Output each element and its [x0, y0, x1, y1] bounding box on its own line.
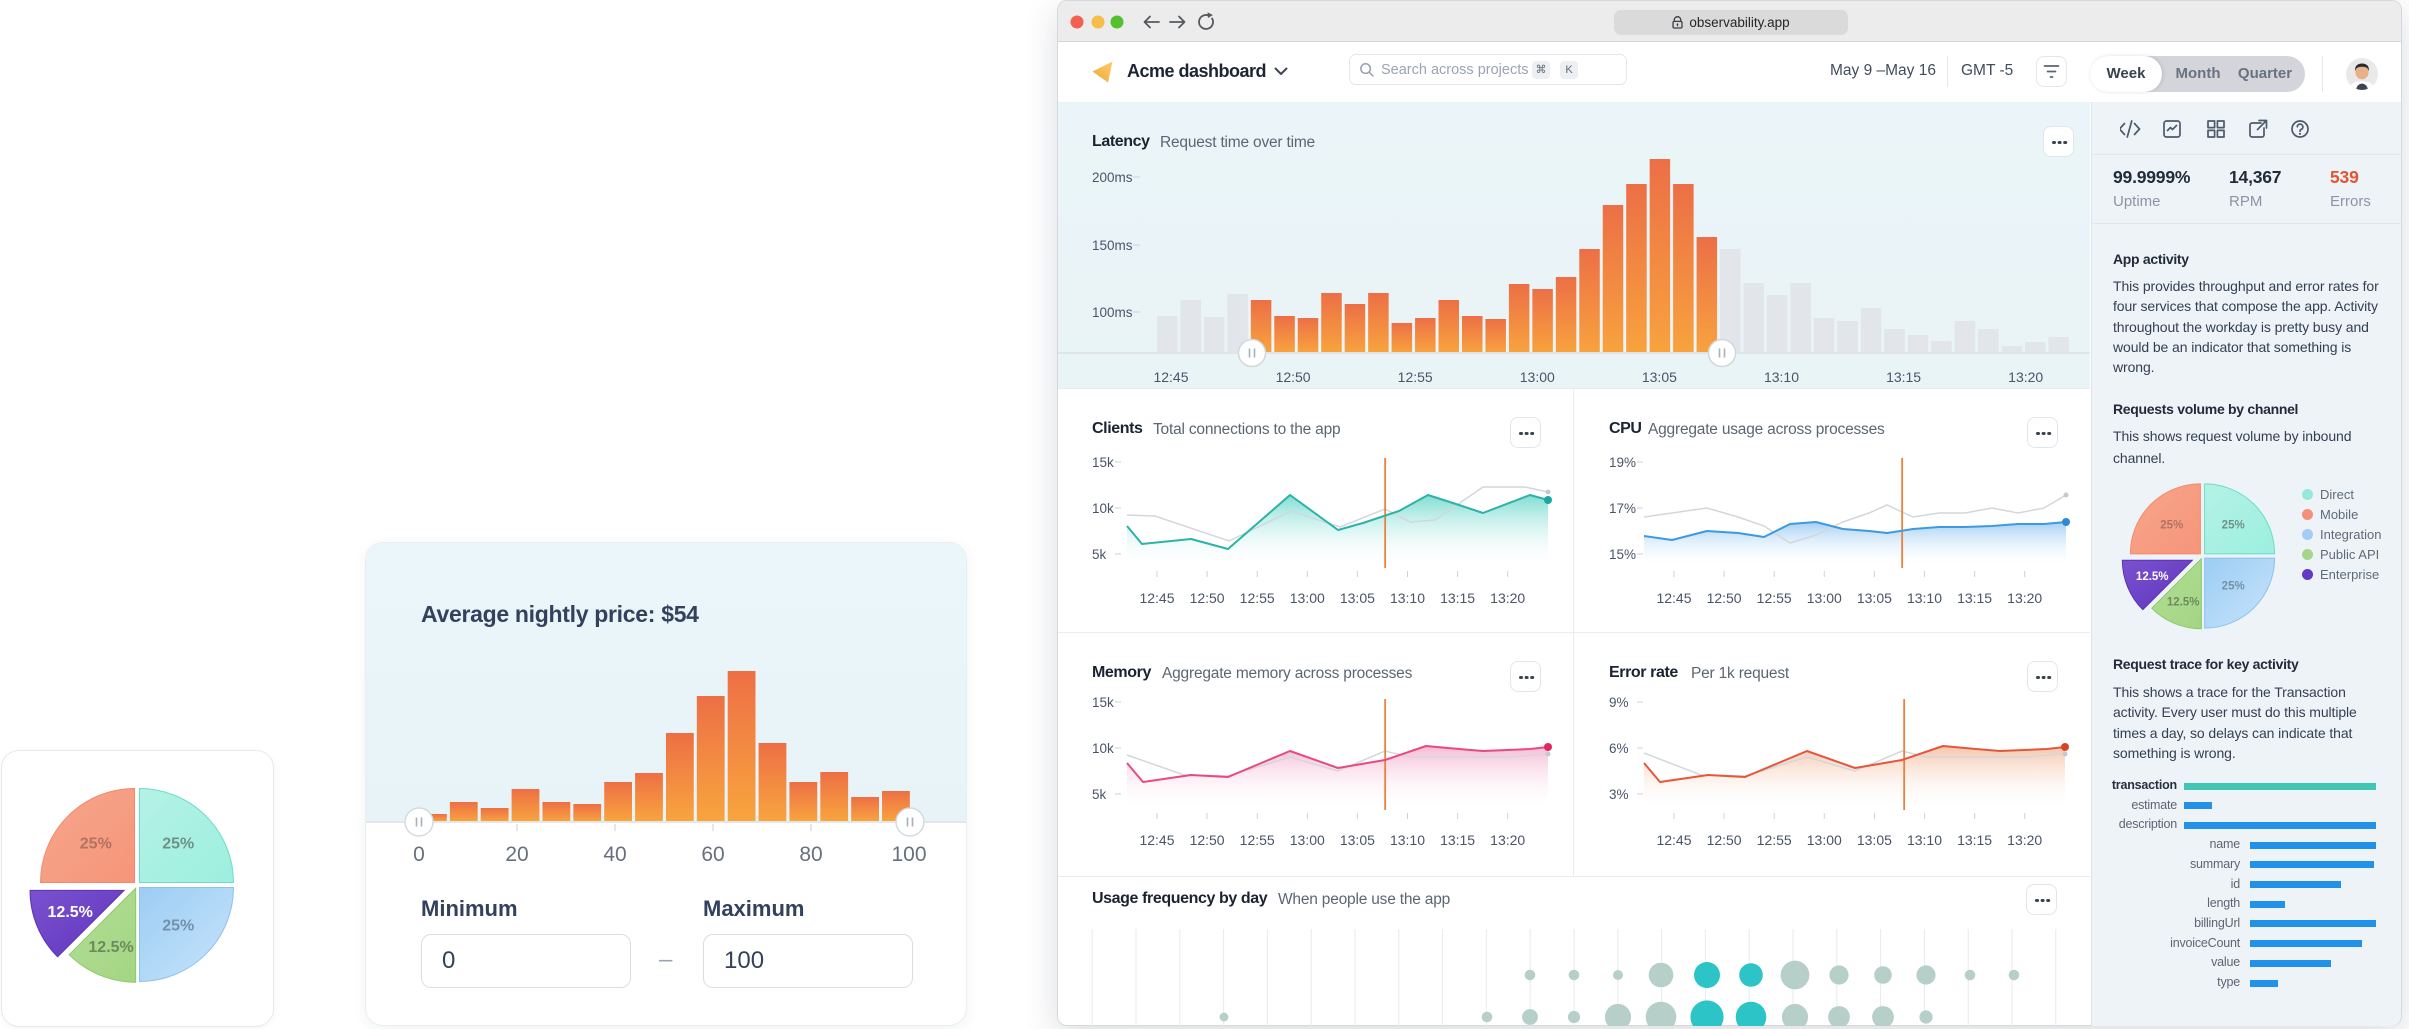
svg-text:12.5%: 12.5%: [88, 939, 133, 956]
svg-text:60: 60: [701, 843, 724, 866]
svg-text:25%: 25%: [2222, 519, 2245, 531]
svg-text:25%: 25%: [162, 918, 194, 935]
svg-text:100: 100: [891, 843, 926, 866]
svg-text:0: 0: [413, 843, 425, 866]
svg-text:12.5%: 12.5%: [2136, 571, 2169, 583]
svg-text:25%: 25%: [2222, 581, 2245, 593]
svg-text:12.5%: 12.5%: [2167, 597, 2200, 609]
svg-text:25%: 25%: [80, 835, 112, 852]
svg-text:80: 80: [799, 843, 822, 866]
svg-text:20: 20: [505, 843, 528, 866]
svg-text:25%: 25%: [2160, 519, 2183, 531]
svg-text:25%: 25%: [162, 835, 194, 852]
svg-text:40: 40: [603, 843, 626, 866]
svg-text:12.5%: 12.5%: [48, 904, 93, 921]
